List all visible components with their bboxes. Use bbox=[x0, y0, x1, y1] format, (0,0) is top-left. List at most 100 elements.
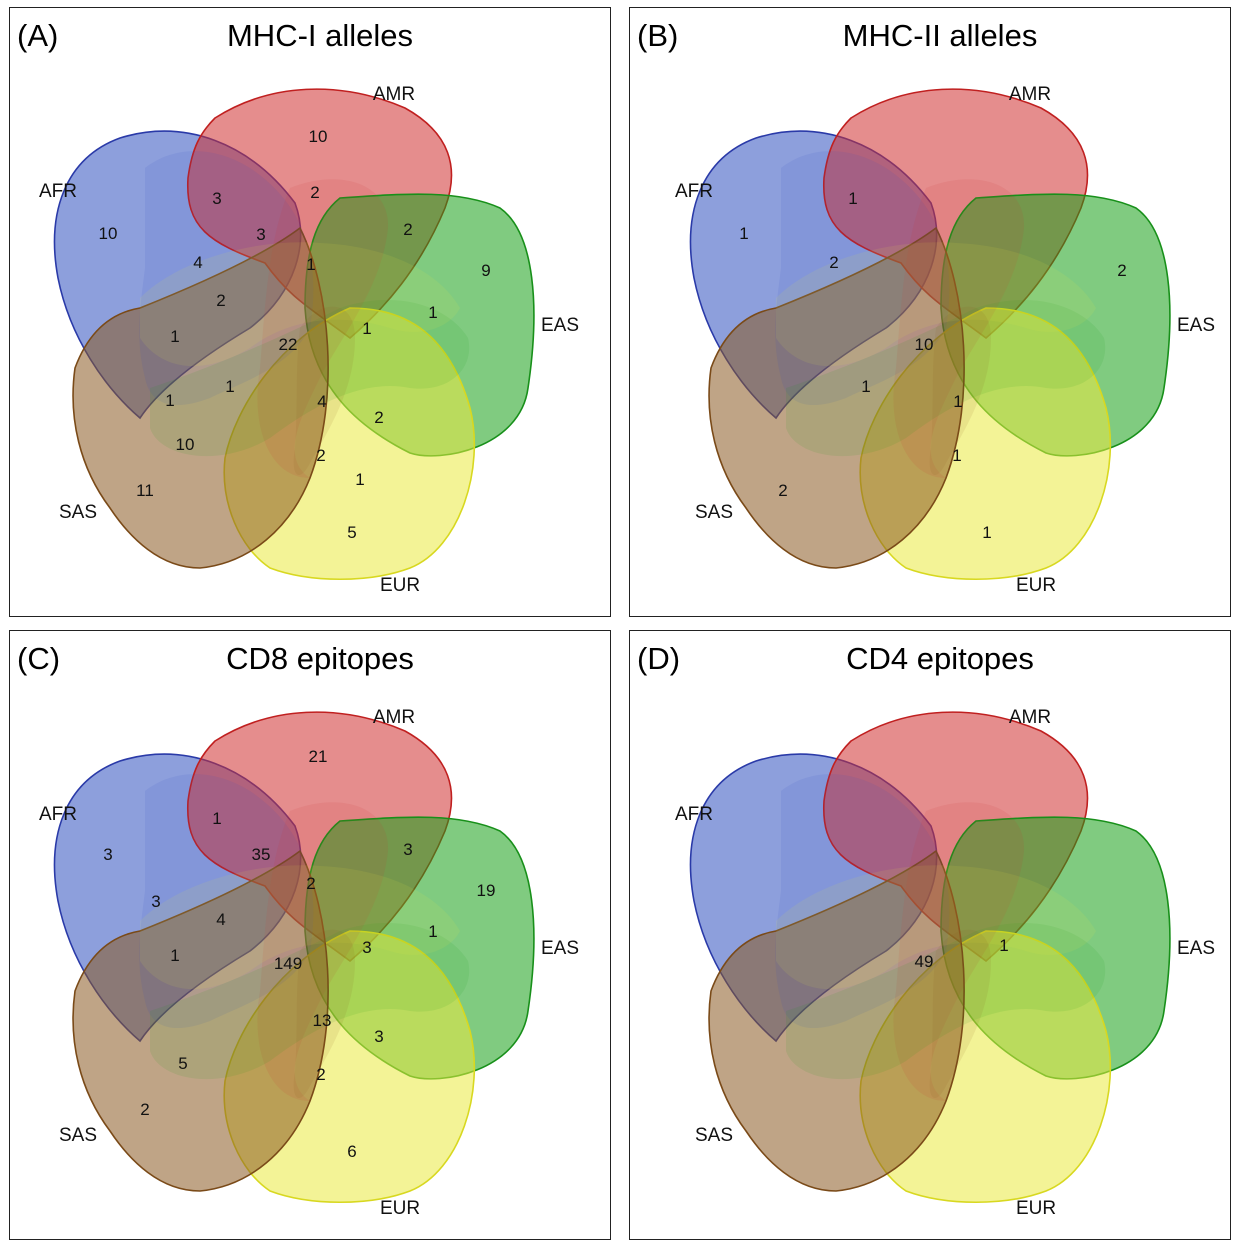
set-label-eas: EAS bbox=[1177, 315, 1215, 336]
region-count: 1 bbox=[428, 922, 437, 941]
panel-letter: (D) bbox=[637, 641, 681, 676]
region-count: 3 bbox=[103, 845, 112, 864]
venn-set-sas bbox=[72, 849, 329, 1192]
venn-inner-amr bbox=[257, 802, 389, 1101]
venn-inner-sas bbox=[929, 306, 991, 475]
region-count: 1 bbox=[999, 936, 1008, 955]
region-count: 1 bbox=[170, 946, 179, 965]
set-label-eur: EUR bbox=[1016, 575, 1056, 596]
region-count: 10 bbox=[176, 435, 195, 454]
region-count: 2 bbox=[778, 481, 787, 500]
set-label-sas: SAS bbox=[695, 502, 733, 523]
venn-inner-eur bbox=[140, 242, 460, 367]
region-count: 1 bbox=[982, 523, 991, 542]
region-count: 2 bbox=[403, 220, 412, 239]
set-label-sas: SAS bbox=[59, 502, 97, 523]
region-count: 1 bbox=[861, 377, 870, 396]
region-count: 2 bbox=[374, 408, 383, 427]
venn-inner-sas bbox=[293, 306, 355, 475]
set-label-amr: AMR bbox=[1009, 84, 1051, 105]
venn-inner-afr bbox=[139, 774, 314, 1029]
set-label-eas: EAS bbox=[541, 938, 579, 959]
venn-diagram: AFR AMR EAS EUR SAS 49 1 bbox=[675, 707, 1215, 1219]
region-count: 3 bbox=[256, 225, 265, 244]
region-count: 10 bbox=[915, 335, 934, 354]
set-label-sas: SAS bbox=[695, 1125, 733, 1146]
venn-panel-d: (D) CD4 epitopes AFR AMR EAS EUR SAS 49 1 bbox=[629, 630, 1231, 1240]
region-count: 6 bbox=[347, 1142, 356, 1161]
set-label-amr: AMR bbox=[1009, 707, 1051, 728]
region-count: 2 bbox=[316, 446, 325, 465]
set-label-amr: AMR bbox=[373, 84, 415, 105]
venn-inner-afr bbox=[775, 151, 950, 406]
venn-inner-amr bbox=[893, 179, 1025, 478]
region-count: 2 bbox=[306, 874, 315, 893]
set-label-afr: AFR bbox=[675, 804, 713, 825]
region-count: 19 bbox=[477, 881, 496, 900]
region-count: 1 bbox=[306, 255, 315, 274]
venn-inner-eas bbox=[786, 922, 1106, 1080]
set-label-eas: EAS bbox=[541, 315, 579, 336]
region-count: 149 bbox=[274, 954, 302, 973]
region-count: 35 bbox=[252, 845, 271, 864]
region-count: 2 bbox=[829, 253, 838, 272]
venn-inner-amr bbox=[257, 179, 389, 478]
region-count: 1 bbox=[225, 377, 234, 396]
venn-inner-eur bbox=[776, 865, 1096, 990]
region-count: 4 bbox=[317, 392, 326, 411]
venn-group: AFR AMR EAS EUR SAS 1 1 2 2 10 1 1 1 2 1 bbox=[675, 84, 1215, 596]
venn-inner-afr bbox=[139, 151, 314, 406]
venn-inner-eur bbox=[776, 242, 1096, 367]
venn-diagram: AFR AMR EAS EUR SAS 1 1 2 2 10 1 1 1 2 1 bbox=[675, 84, 1215, 596]
region-count: 4 bbox=[193, 253, 202, 272]
set-label-afr: AFR bbox=[39, 181, 77, 202]
venn-panel-c: (C) CD8 epitopes AFR AMR EAS EUR SAS 21 1 3 35 3 1… bbox=[9, 630, 611, 1240]
venn-inner-afr bbox=[775, 774, 950, 1029]
set-label-afr: AFR bbox=[675, 181, 713, 202]
venn-group: AFR AMR EAS EUR SAS 49 1 bbox=[675, 707, 1215, 1219]
venn-panel-a: (A) MHC-I alleles AFR AMR EAS EUR SAS 10 10 9 11… bbox=[9, 7, 611, 617]
region-count: 5 bbox=[347, 523, 356, 542]
region-count: 10 bbox=[99, 224, 118, 243]
region-count: 1 bbox=[952, 446, 961, 465]
panel-title: MHC-I alleles bbox=[226, 18, 414, 53]
region-count: 1 bbox=[170, 327, 179, 346]
region-count: 1 bbox=[355, 470, 364, 489]
region-count: 2 bbox=[140, 1100, 149, 1119]
region-count: 1 bbox=[362, 319, 371, 338]
region-count: 49 bbox=[915, 952, 934, 971]
panel-letter: (C) bbox=[17, 641, 61, 676]
venn-panel-b: (B) MHC-II alleles AFR AMR EAS EUR SAS 1 1 2 2 10… bbox=[629, 7, 1231, 617]
set-label-sas: SAS bbox=[59, 1125, 97, 1146]
region-count: 1 bbox=[953, 392, 962, 411]
region-count: 11 bbox=[136, 481, 154, 500]
set-label-eur: EUR bbox=[1016, 1198, 1056, 1219]
venn-inner-eur bbox=[140, 865, 460, 990]
region-count: 9 bbox=[481, 261, 490, 280]
panel-letter: (A) bbox=[17, 18, 59, 53]
venn-inner-sas bbox=[293, 929, 355, 1098]
region-count: 10 bbox=[309, 127, 328, 146]
set-label-eas: EAS bbox=[1177, 938, 1215, 959]
region-count: 1 bbox=[212, 809, 221, 828]
region-count: 1 bbox=[848, 189, 857, 208]
region-count: 4 bbox=[216, 910, 225, 929]
venn-set-sas bbox=[708, 226, 965, 569]
venn-inner-eas bbox=[150, 922, 470, 1080]
region-count: 3 bbox=[151, 892, 160, 911]
panel-title: MHC-II alleles bbox=[842, 18, 1038, 53]
region-count: 3 bbox=[212, 189, 221, 208]
venn-inner-sas bbox=[929, 929, 991, 1098]
venn-inner-eas bbox=[150, 299, 470, 457]
region-count: 21 bbox=[309, 747, 328, 766]
panel-title: CD4 epitopes bbox=[846, 641, 1034, 676]
region-count: 2 bbox=[216, 291, 225, 310]
set-label-eur: EUR bbox=[380, 1198, 420, 1219]
panel-title: CD8 epitopes bbox=[226, 641, 414, 676]
region-count: 1 bbox=[165, 391, 174, 410]
region-count: 2 bbox=[310, 183, 319, 202]
